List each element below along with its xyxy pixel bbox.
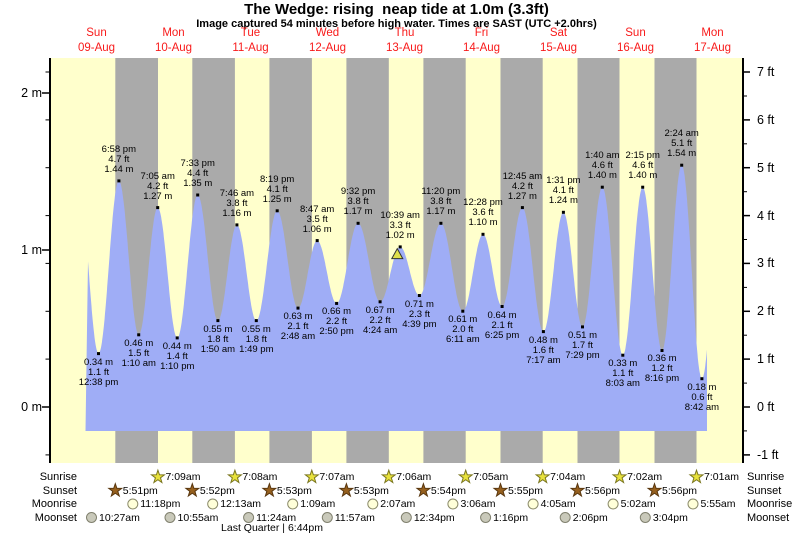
high-tide-dot <box>156 206 160 210</box>
moonset-circle-icon <box>321 512 333 523</box>
moonrise-circle-icon <box>527 498 539 510</box>
moonrise-circle-icon <box>207 498 219 510</box>
low-tide-dot <box>660 349 664 352</box>
moonset-circle-icon <box>559 512 571 523</box>
low-tide-dot <box>417 294 421 297</box>
sunrise-star-icon <box>380 468 397 484</box>
sunrise-star-icon <box>303 468 320 484</box>
moonset-circle-icon <box>639 512 651 523</box>
low-tide-dot <box>500 305 504 308</box>
moonset-circle-icon <box>480 512 492 523</box>
low-tide-dot <box>175 336 179 340</box>
high-tide-dot <box>275 209 279 213</box>
chart-title: The Wedge: rising neap tide at 1.0m (3.3… <box>244 1 549 18</box>
low-tide-dot <box>254 319 258 323</box>
low-tide-dot <box>296 306 300 310</box>
sunset-star-icon <box>338 482 355 498</box>
sunrise-star-icon <box>150 468 166 484</box>
moonset-circle-icon <box>164 512 176 523</box>
low-tide-dot <box>461 309 465 313</box>
sunset-star-icon <box>646 482 663 498</box>
low-tide-dot <box>137 333 141 337</box>
low-tide-dot <box>621 353 625 357</box>
high-tide-dot <box>196 193 200 197</box>
high-tide-dot <box>680 163 684 167</box>
high-tide-dot <box>520 206 524 210</box>
sunset-star-icon <box>492 482 509 498</box>
moonrise-circle-icon <box>607 498 619 510</box>
high-tide-dot <box>481 232 485 236</box>
tide-area <box>85 165 707 431</box>
sunset-star-icon <box>107 482 124 498</box>
low-tide-dot <box>541 330 545 334</box>
low-tide-dot <box>581 325 584 329</box>
moonrise-circle-icon <box>687 498 699 510</box>
high-tide-dot <box>641 185 645 189</box>
high-tide-dot <box>315 239 319 243</box>
sunset-star-icon <box>569 482 586 498</box>
low-tide-dot <box>378 300 382 304</box>
high-tide-dot <box>117 179 121 183</box>
low-tide-dot <box>97 352 100 356</box>
low-tide-dot <box>700 377 704 381</box>
moonset-circle-icon <box>400 512 412 523</box>
sunset-star-icon <box>184 482 201 498</box>
sunset-star-icon <box>415 482 432 498</box>
sunrise-star-icon <box>611 468 628 484</box>
high-tide-dot <box>356 221 360 225</box>
moonset-circle-icon <box>243 512 255 523</box>
high-tide-dot <box>561 210 565 214</box>
moonrise-circle-icon <box>287 498 299 510</box>
sunrise-star-icon <box>457 468 474 484</box>
high-tide-dot <box>398 245 402 249</box>
moonset-circle-icon <box>86 512 97 523</box>
moonrise-circle-icon <box>127 498 139 510</box>
moonrise-circle-icon <box>447 498 459 510</box>
sunrise-star-icon <box>688 468 705 484</box>
chart-subtitle: Image captured 54 minutes before high wa… <box>196 18 597 30</box>
current-time-marker <box>390 247 404 260</box>
moonrise-circle-icon <box>367 498 379 510</box>
sunset-star-icon <box>261 482 278 498</box>
low-tide-dot <box>335 301 339 305</box>
high-tide-dot <box>235 223 239 227</box>
high-tide-dot <box>600 185 604 189</box>
high-tide-dot <box>439 221 443 225</box>
sunrise-star-icon <box>534 468 551 484</box>
sunrise-star-icon <box>226 468 243 484</box>
low-tide-dot <box>216 319 220 323</box>
